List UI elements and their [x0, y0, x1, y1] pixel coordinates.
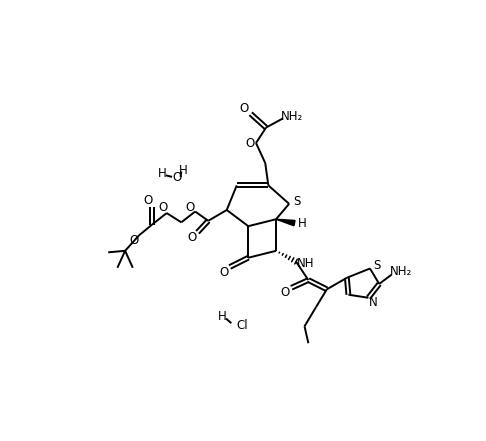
Text: O: O: [188, 231, 197, 244]
Text: H: H: [157, 167, 166, 180]
Text: O: O: [172, 171, 181, 184]
Text: H: H: [298, 217, 307, 230]
Text: S: S: [373, 259, 381, 272]
Text: H: H: [218, 310, 226, 323]
Text: Cl: Cl: [236, 319, 248, 332]
Polygon shape: [276, 219, 295, 226]
Text: O: O: [245, 137, 255, 150]
Text: O: O: [129, 234, 138, 247]
Text: O: O: [185, 201, 194, 214]
Text: N: N: [369, 296, 378, 309]
Text: NH₂: NH₂: [281, 109, 303, 123]
Text: S: S: [293, 195, 300, 208]
Text: O: O: [158, 201, 168, 214]
Text: O: O: [280, 286, 290, 299]
Text: H: H: [179, 164, 188, 177]
Text: NH₂: NH₂: [390, 265, 412, 278]
Text: O: O: [240, 102, 249, 115]
Text: NH: NH: [296, 258, 314, 270]
Text: O: O: [143, 194, 153, 207]
Text: O: O: [220, 266, 229, 279]
